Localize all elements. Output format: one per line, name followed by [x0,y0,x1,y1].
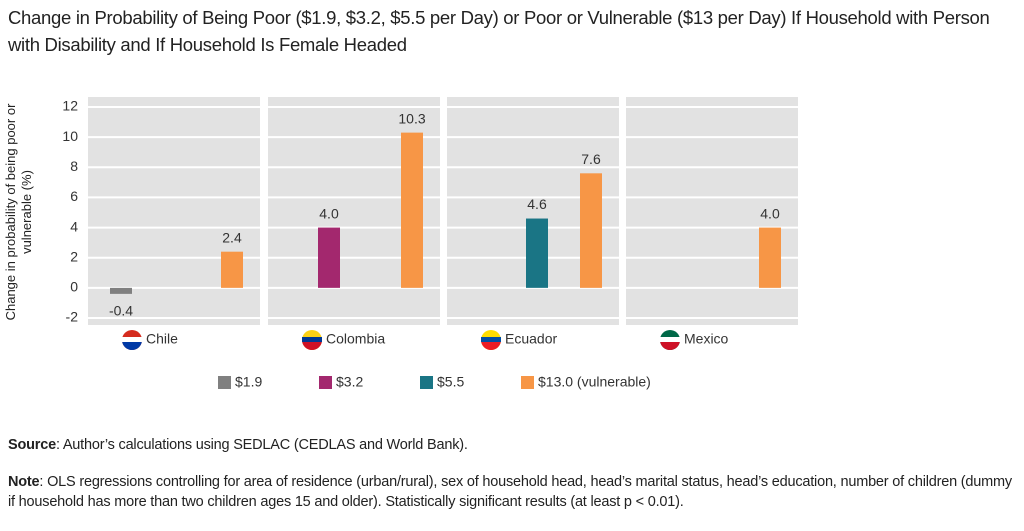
flag-icon [481,340,501,350]
source: Source: Author’s calculations using SEDL… [8,435,1013,455]
y-tick-label: 8 [70,158,78,174]
value-label: 4.0 [760,205,780,221]
flag-icon [122,337,142,342]
flag-icon [302,337,322,342]
chart-title: Change in Probability of Being Poor ($1.… [8,7,990,55]
flag-icon [660,340,680,350]
legend-swatch [521,376,534,389]
y-tick-label: 6 [70,188,78,204]
note-label: Note [8,474,40,490]
legend-label: $1.9 [235,374,262,390]
legend-label: $13.0 (vulnerable) [538,374,651,390]
x-tick-label: Mexico [684,331,729,347]
value-label: 4.0 [319,205,339,221]
flag-icon [122,340,142,350]
legend-swatch [218,376,231,389]
bar [580,173,602,288]
flag-icon [481,337,501,342]
bar [759,227,781,288]
source-text: : Author’s calculations using SEDLAC (CE… [55,437,468,453]
y-tick-label: 0 [70,279,78,295]
source-label: Source [8,437,56,453]
value-label: 10.3 [398,110,425,126]
note-text: : OLS regressions controlling for area o… [8,474,1012,510]
legend-swatch [319,376,332,389]
y-tick-label: 12 [62,98,78,114]
legend-label: $5.5 [437,374,464,390]
chart: -2 0 2 4 6 8 10 12 Chile Colombia Ecuador Mexico -0.… [62,97,798,390]
note: Note: OLS regressions controlling for ar… [8,472,1013,512]
x-tick-label: Ecuador [505,331,557,347]
y-tick-label: 4 [70,218,78,234]
y-tick-label: 2 [70,248,78,264]
x-tick-label: Colombia [326,331,385,347]
bar [110,287,132,294]
bar [318,227,340,288]
flag-icon [302,340,322,350]
flag-icon [660,337,680,342]
value-label: -0.4 [109,303,133,319]
value-label: 7.6 [581,151,601,167]
x-tick-label: Chile [146,331,178,347]
y-tick-label: 10 [62,128,78,144]
legend-label: $3.2 [336,374,363,390]
value-label: 2.4 [222,229,242,245]
bar [221,251,243,288]
bar [401,132,423,288]
bar [526,218,548,288]
legend-swatch [420,376,433,389]
value-label: 4.6 [527,196,547,212]
y-tick-label: -2 [66,309,79,325]
